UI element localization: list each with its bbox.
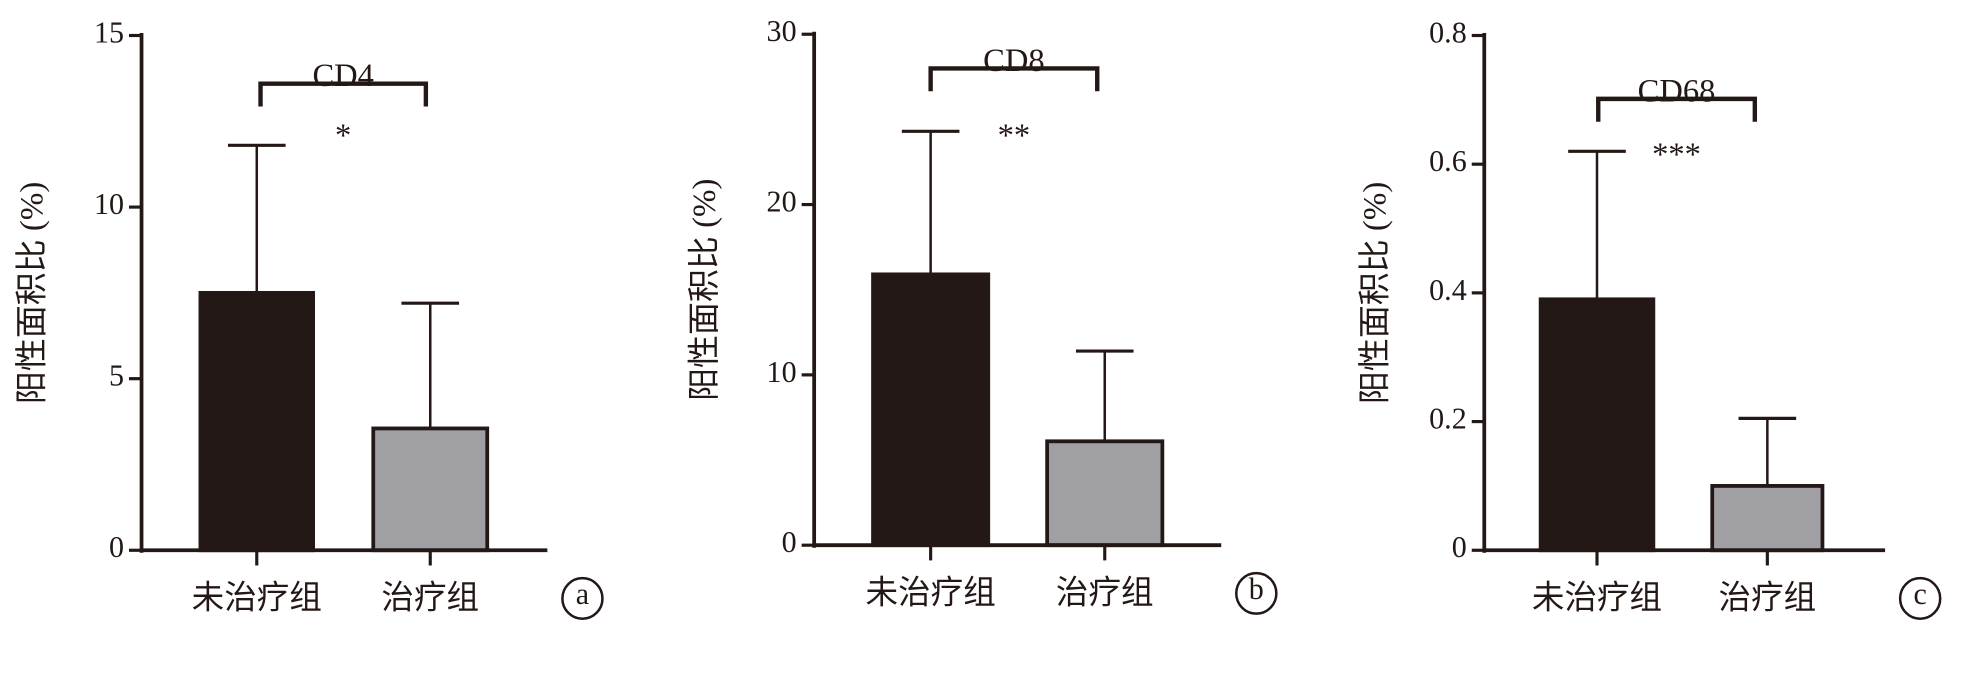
y-tick-label: 10 xyxy=(94,187,124,221)
y-tick-label: 20 xyxy=(767,184,797,218)
x-tick-label: 未治疗组 xyxy=(192,579,322,616)
y-axis-label: 阳性面积比 (%) xyxy=(14,182,51,404)
chart-title: CD8 xyxy=(983,43,1044,79)
panel-circle xyxy=(1235,571,1278,615)
y-tick-label: 0 xyxy=(109,530,124,564)
y-tick-label: 10 xyxy=(767,355,797,389)
y-tick-label: 0 xyxy=(1452,530,1467,564)
bar xyxy=(198,290,316,553)
bar xyxy=(871,272,991,548)
y-tick-label: 15 xyxy=(94,15,124,49)
y-axis-label: 阳性面积比 (%) xyxy=(686,179,723,401)
bar xyxy=(1710,484,1825,553)
significance-bracket xyxy=(1596,96,1758,122)
x-tick-label: 治疗组 xyxy=(381,579,479,616)
chart-title: CD68 xyxy=(1638,73,1716,109)
y-tick-label: 0 xyxy=(782,525,797,559)
y-tick-label: 0.4 xyxy=(1429,273,1467,307)
panel-label: a xyxy=(576,577,589,611)
chart-title: CD4 xyxy=(312,58,373,94)
bar xyxy=(1045,439,1165,548)
y-tick-label: 30 xyxy=(767,14,797,48)
significance-bracket xyxy=(928,66,1100,92)
significance-bracket xyxy=(258,81,429,107)
y-tick-label: 0.6 xyxy=(1429,144,1467,178)
panel-label: c xyxy=(1913,577,1926,611)
significance-marker: *** xyxy=(1652,137,1701,173)
panel-circle xyxy=(561,576,604,620)
y-tick-label: 0.2 xyxy=(1429,401,1467,435)
significance-marker: ** xyxy=(998,118,1031,154)
panel-label: b xyxy=(1249,572,1264,606)
significance-marker: * xyxy=(335,118,351,154)
x-tick-label: 未治疗组 xyxy=(866,574,996,611)
bar xyxy=(1538,297,1656,553)
bar xyxy=(371,426,490,553)
y-axis-label: 阳性面积比 (%) xyxy=(1356,182,1393,404)
y-tick-label: 0.8 xyxy=(1429,15,1467,49)
panel-circle xyxy=(1898,576,1942,620)
y-tick-label: 5 xyxy=(109,358,124,392)
x-tick-label: 未治疗组 xyxy=(1532,579,1662,616)
x-tick-label: 治疗组 xyxy=(1056,574,1154,611)
x-tick-label: 治疗组 xyxy=(1719,579,1817,616)
